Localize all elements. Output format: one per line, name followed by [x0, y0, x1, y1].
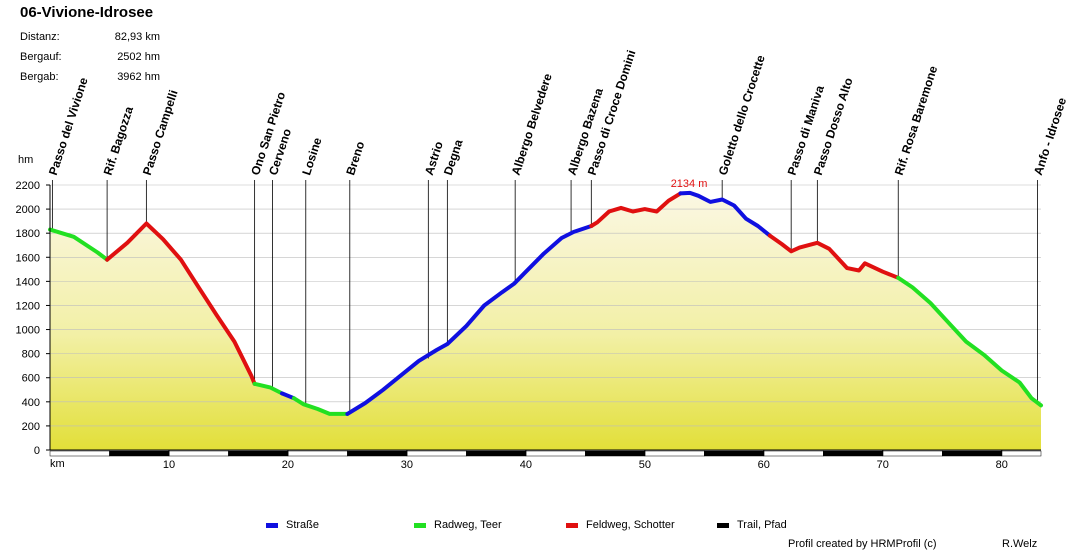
stat-ascent-label: Bergauf:	[20, 51, 62, 63]
max-elevation-label: 2134 m	[671, 178, 708, 190]
waypoint-label-5: Losine	[299, 136, 324, 177]
profile-segment-3	[280, 391, 296, 401]
stat-distance-value: 82,93 km	[114, 31, 160, 43]
x-tick-label: 80	[996, 459, 1008, 471]
y-tick-label: 400	[22, 397, 40, 409]
profile-segment-2	[252, 381, 284, 396]
stat-distance-label: Distanz:	[20, 31, 60, 43]
stat-ascent-value: 2502 hm	[117, 51, 160, 63]
km-scale-block	[228, 450, 289, 457]
y-tick-label: 0	[34, 445, 40, 457]
km-scale-block	[466, 450, 527, 457]
profile-segment-4	[291, 396, 350, 416]
profile-segment-6	[589, 191, 683, 228]
legend-swatch-feldweg	[566, 522, 578, 528]
y-tick-label: 200	[22, 421, 40, 433]
x-tick-label: 60	[758, 459, 770, 471]
legend-swatch-trail	[717, 522, 729, 528]
x-tick-label: 10	[163, 459, 175, 471]
y-tick-label: 2000	[16, 204, 40, 216]
legend-item-strasse: Straße	[266, 519, 319, 531]
legend-swatch-radweg	[414, 522, 426, 528]
elevation-area	[50, 192, 1041, 450]
legend-item-radweg: Radweg, Teer	[414, 519, 502, 531]
y-tick-label: 1000	[16, 325, 40, 337]
legend-label-strasse: Straße	[286, 519, 320, 531]
km-scale-block	[347, 450, 408, 457]
waypoint-label-6: Breno	[343, 140, 367, 177]
km-scale-block	[406, 450, 467, 457]
profile-segment-1	[105, 221, 257, 386]
waypoint-label-0: Passo del Vivione	[46, 75, 91, 176]
author-text: R.Welz	[1002, 538, 1038, 550]
stat-descent-label: Bergab:	[20, 71, 59, 83]
x-tick-label: 50	[639, 459, 651, 471]
x-tick-label: 20	[282, 459, 294, 471]
waypoint-label-16: Anfo - Idrosee	[1031, 96, 1069, 177]
waypoint-label-2: Passo Campelli	[140, 88, 181, 177]
legend-swatch-strasse	[266, 522, 278, 528]
km-scale-block	[109, 450, 170, 457]
x-tick-label: 30	[401, 459, 413, 471]
profile-segment-5	[345, 224, 594, 416]
chart-title: 06-Vivione-Idrosee	[20, 4, 154, 21]
waypoint-label-12: Goletto dello Crocette	[716, 53, 768, 177]
waypoint-label-9: Albergo Belvedere	[509, 71, 555, 176]
waypoint-label-8: Degna	[441, 137, 466, 177]
x-tick-label: 40	[520, 459, 532, 471]
legend-label-trail: Trail, Pfad	[737, 519, 787, 531]
profile-segment-7	[678, 190, 772, 238]
legend-item-feldweg: Feldweg, Schotter	[566, 519, 675, 531]
km-scale-block	[287, 450, 348, 457]
km-scale-block	[1001, 450, 1042, 457]
km-scale-block	[704, 450, 765, 457]
km-scale-block	[823, 450, 884, 457]
legend-item-trail: Trail, Pfad	[717, 519, 787, 531]
y-tick-label: 1600	[16, 252, 40, 264]
x-axis-unit: km	[50, 458, 65, 470]
x-tick-label: 70	[877, 459, 889, 471]
legend-label-radweg: Radweg, Teer	[434, 519, 502, 531]
y-tick-label: 1800	[16, 228, 40, 240]
legend-label-feldweg: Feldweg, Schotter	[586, 519, 675, 531]
km-scale-block	[644, 450, 705, 457]
y-tick-label: 1200	[16, 300, 40, 312]
waypoint-label-1: Rif. Bagozza	[101, 104, 136, 176]
waypoint-label-15: Rif. Rosa Baremone	[892, 64, 941, 177]
profile-segment-9	[896, 275, 1043, 408]
km-scale-block	[942, 450, 1002, 457]
y-tick-label: 1400	[16, 276, 40, 288]
profile-segment-0	[48, 227, 110, 262]
stat-descent-value: 3962 hm	[117, 71, 160, 83]
km-scale-block	[585, 450, 646, 457]
km-scale-block	[882, 450, 943, 457]
km-scale-block	[49, 450, 110, 457]
profile-segment-8	[767, 233, 901, 280]
km-scale-block	[525, 450, 586, 457]
y-tick-label: 800	[22, 349, 40, 361]
km-scale-block	[763, 450, 824, 457]
y-tick-label: 2200	[16, 180, 40, 192]
y-axis-unit: hm	[18, 154, 34, 166]
credit-text: Profil created by HRMProfil (c)	[788, 538, 937, 550]
y-tick-label: 600	[22, 373, 40, 385]
km-scale-block	[168, 450, 229, 457]
